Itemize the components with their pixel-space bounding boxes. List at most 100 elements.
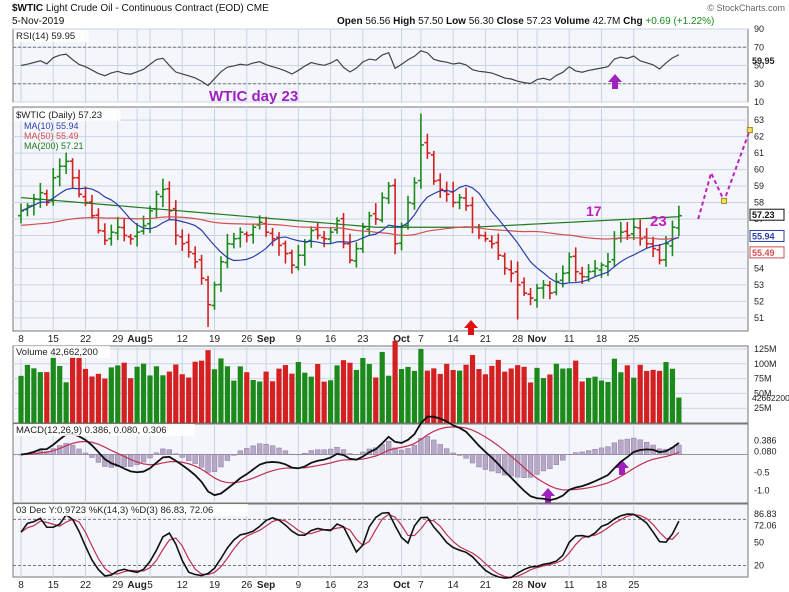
sto-axis-tick: 72.06 xyxy=(754,520,777,530)
volume-bar xyxy=(469,355,476,423)
open-value: 56.56 xyxy=(365,16,391,27)
ohlc-bar xyxy=(624,222,631,240)
macd-hist-bar xyxy=(573,452,579,455)
ohlc-bar xyxy=(501,252,508,275)
volume-bar xyxy=(160,375,166,423)
macd-axis-tick: -0.5 xyxy=(754,467,770,477)
macd-hist-bar xyxy=(502,454,508,476)
x-axis-tick-label: 8 xyxy=(18,334,24,345)
ohlc-bar xyxy=(230,232,237,249)
x-axis-tick-label: 14 xyxy=(448,334,460,345)
volume-bar xyxy=(540,378,547,423)
ohlc-bar xyxy=(637,219,644,246)
panel-sto xyxy=(12,503,749,578)
ohlc-bar xyxy=(346,233,353,264)
macd-hist-bar xyxy=(644,441,650,455)
macd-hist-bar xyxy=(489,454,495,472)
ohlc-bar xyxy=(217,256,224,292)
ohlc-bar xyxy=(495,233,502,261)
macd-hist-bar xyxy=(637,439,643,455)
volume-bar xyxy=(115,365,121,423)
ohlc-bar xyxy=(437,173,444,198)
macd-hist-bar xyxy=(134,454,140,466)
volume-bar xyxy=(424,370,430,423)
macd-hist-bar xyxy=(631,437,637,455)
price-legend-bg xyxy=(14,109,121,121)
volume-bar xyxy=(231,380,237,423)
ohlc-bar xyxy=(424,133,431,159)
ohlc-bar xyxy=(308,226,315,248)
symbol: $WTIC xyxy=(12,3,44,14)
macd-legend-bg xyxy=(14,424,195,436)
x-axis-tick-label: 19 xyxy=(209,580,221,591)
ohlc-bar xyxy=(663,236,669,267)
volume-bar xyxy=(521,366,527,423)
volume-value: 42.7M xyxy=(592,16,621,27)
volume-bar xyxy=(76,357,82,423)
annotation-wtic-day-23: WTIC day 23 xyxy=(209,88,298,105)
price-value-box xyxy=(749,208,785,221)
volume-bar xyxy=(373,377,379,423)
volume-bar xyxy=(444,363,450,423)
ohlc-bar xyxy=(276,232,282,256)
macd-hist-bar xyxy=(456,454,463,456)
volume-bar xyxy=(450,370,456,423)
volume-bar xyxy=(586,377,592,423)
macd-hist-bar xyxy=(560,454,566,461)
high-value: 57.50 xyxy=(418,16,444,27)
macd-hist-bar xyxy=(585,450,592,455)
macd-hist-bar xyxy=(553,454,560,465)
exchange: CME xyxy=(246,3,269,14)
stoch-legend: 03 Dec Y:0.9723 %K(14,3) %D(3) 86.83, 72… xyxy=(16,505,213,516)
volume-bar xyxy=(482,374,488,423)
projection-line xyxy=(697,129,751,220)
volume-bar xyxy=(82,368,89,423)
volume-bar xyxy=(534,367,540,423)
macd-hist-bar xyxy=(418,438,424,455)
ma10-legend: MA(10) 55.94 xyxy=(24,121,79,131)
volume-bar xyxy=(289,373,295,423)
vol-axis-tick: 50M xyxy=(754,388,772,398)
volume-bar xyxy=(605,381,611,423)
x-axis-tick-label: 5 xyxy=(147,334,153,345)
ohlc-bar xyxy=(121,217,128,242)
volume-bar xyxy=(166,371,172,423)
volume-bar xyxy=(360,357,366,423)
macd-hist-bar xyxy=(405,448,411,455)
volume-bar xyxy=(637,364,643,423)
macd-hist-bar xyxy=(173,453,179,455)
volume-bar xyxy=(134,366,140,423)
volume-bar xyxy=(31,368,37,423)
rsi-axis-tick: 10 xyxy=(754,97,764,107)
macd-hist-bar xyxy=(186,454,192,461)
volume-bar xyxy=(44,372,50,423)
macd-hist-bar xyxy=(347,453,353,455)
brand-label: © StockCharts.com xyxy=(707,3,785,13)
macd-hist-bar xyxy=(211,454,218,472)
ohlc-bar xyxy=(63,152,70,174)
macd-hist-bar xyxy=(69,444,76,455)
macd-hist-bar xyxy=(327,448,334,455)
volume-bar xyxy=(418,348,424,423)
volume-bar xyxy=(70,357,76,423)
macd-hist-bar xyxy=(618,439,624,455)
volume-last-label: 42662200 xyxy=(752,393,789,403)
x-axis-tick-label: Oct xyxy=(393,580,410,591)
x-axis-tick-label: Nov xyxy=(528,580,547,591)
macd-hist-bar xyxy=(140,454,147,463)
chart-title: $WTIC Light Crude Oil - Continuous Contr… xyxy=(12,3,269,14)
volume-bar xyxy=(515,365,521,423)
volume-bar xyxy=(527,382,534,423)
x-axis-tick-label: 21 xyxy=(480,334,492,345)
volume-legend: Volume 42,662,200 xyxy=(16,347,98,358)
volume-bar xyxy=(308,376,314,423)
price-value-label: 57.23 xyxy=(752,210,775,220)
volume-bar xyxy=(669,368,676,423)
price-value-box xyxy=(749,229,785,242)
ohlc-bar xyxy=(237,227,244,248)
vol-axis-tick: 25M xyxy=(754,403,772,413)
x-axis-tick-label: 15 xyxy=(48,580,60,591)
macd-hist-bar xyxy=(237,450,243,455)
ohlc-bar xyxy=(101,223,108,245)
